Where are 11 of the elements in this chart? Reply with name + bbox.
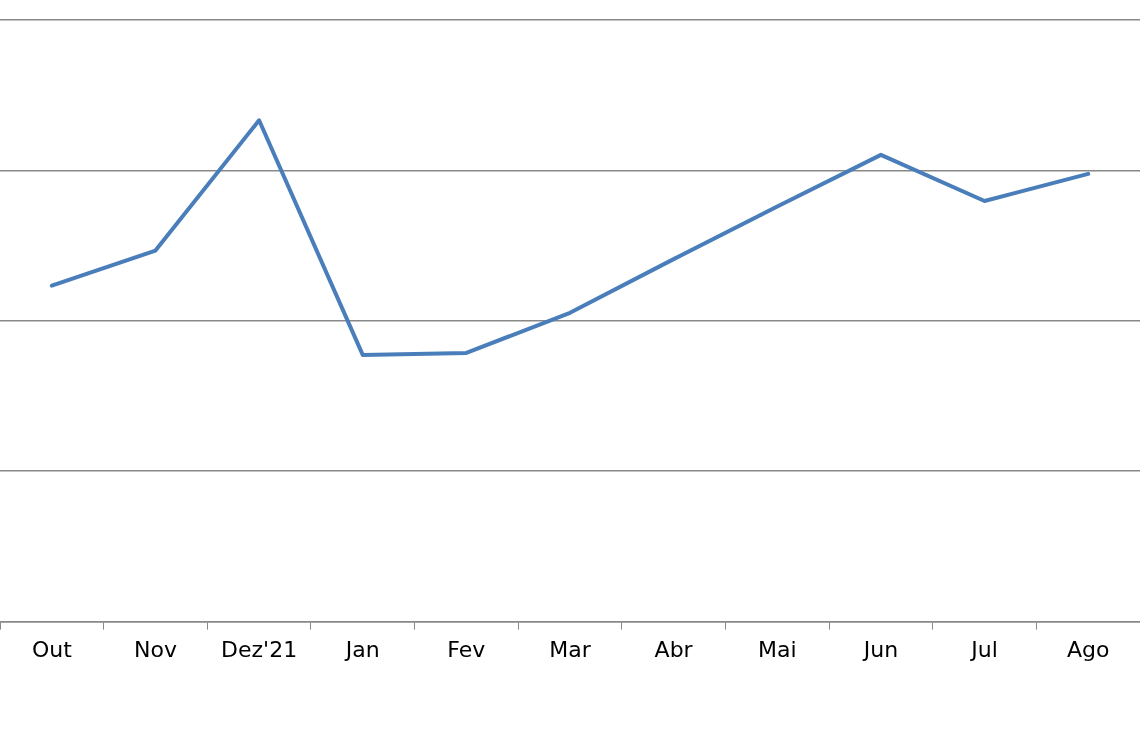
- x-tick-label: Jan: [343, 636, 380, 662]
- x-tick-label: Out: [31, 636, 73, 662]
- x-tick-label: Mai: [757, 636, 797, 662]
- x-tick-label: Ago: [1066, 636, 1110, 662]
- x-tick-label: Abr: [654, 636, 694, 662]
- x-tick-label: Fev: [447, 636, 486, 662]
- x-tick-label: Dez'21: [221, 636, 298, 662]
- x-tick-label: Nov: [133, 636, 177, 662]
- x-tick-label: Jul: [969, 636, 998, 662]
- x-tick-label: Mar: [549, 636, 592, 662]
- x-tick-label: Jun: [861, 636, 899, 662]
